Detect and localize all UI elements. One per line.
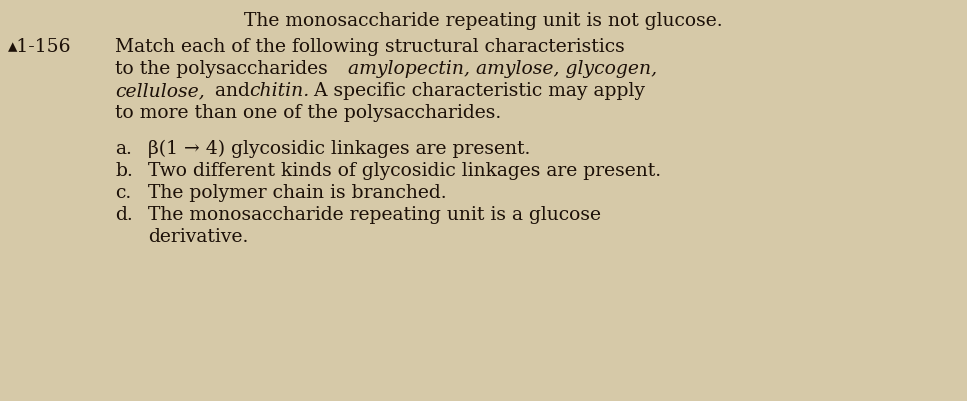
Text: A specific characteristic may apply: A specific characteristic may apply <box>308 82 645 100</box>
Text: amylopectin, amylose, glycogen,: amylopectin, amylose, glycogen, <box>348 60 658 78</box>
Text: b.: b. <box>115 162 132 180</box>
Text: c.: c. <box>115 184 132 202</box>
Text: d.: d. <box>115 206 132 224</box>
Text: The monosaccharide repeating unit is a glucose: The monosaccharide repeating unit is a g… <box>148 206 601 224</box>
Text: chitin.: chitin. <box>249 82 309 100</box>
Text: The polymer chain is branched.: The polymer chain is branched. <box>148 184 447 202</box>
Text: cellulose,: cellulose, <box>115 82 205 100</box>
Text: Two different kinds of glycosidic linkages are present.: Two different kinds of glycosidic linkag… <box>148 162 661 180</box>
Text: derivative.: derivative. <box>148 228 249 246</box>
Text: Match each of the following structural characteristics: Match each of the following structural c… <box>115 38 625 56</box>
Text: to the polysaccharides: to the polysaccharides <box>115 60 334 78</box>
Text: to more than one of the polysaccharides.: to more than one of the polysaccharides. <box>115 104 501 122</box>
Text: a.: a. <box>115 140 132 158</box>
Text: β(1 → 4) glycosidic linkages are present.: β(1 → 4) glycosidic linkages are present… <box>148 140 530 158</box>
Text: and: and <box>209 82 256 100</box>
Text: The monosaccharide repeating unit is not glucose.: The monosaccharide repeating unit is not… <box>244 12 722 30</box>
Text: ▴1-156: ▴1-156 <box>8 38 72 56</box>
